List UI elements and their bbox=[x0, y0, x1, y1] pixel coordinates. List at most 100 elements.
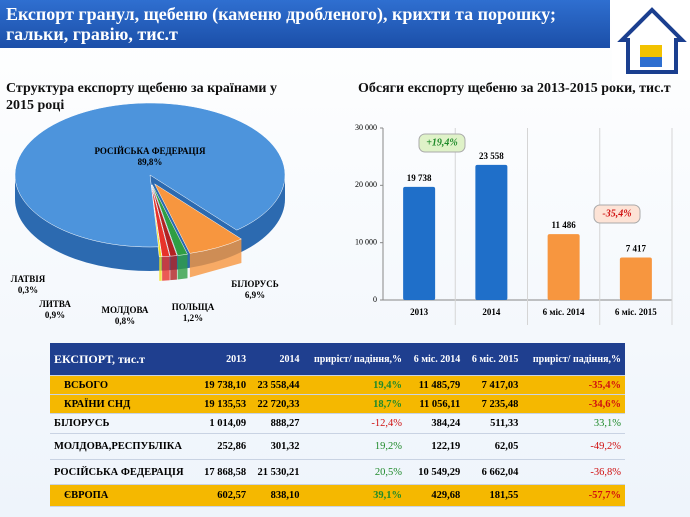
pie-label: ЛИТВА bbox=[39, 299, 71, 309]
table-row: ВСЬОГО 19 738,10 23 558,44 19,4% 11 485,79 7 … bbox=[50, 375, 625, 395]
cell: 18,7% bbox=[303, 394, 407, 414]
table-row: РОСІЙСЬКА ФЕДЕРАЦІЯ 17 868,58 21 530,21 20,… bbox=[50, 459, 625, 485]
cell: -34,6% bbox=[522, 394, 625, 414]
pie-value-label: 0,9% bbox=[45, 310, 65, 320]
pie-value-label: 1,2% bbox=[183, 313, 203, 323]
cell: 888,27 bbox=[250, 413, 304, 434]
cell: 19 135,53 bbox=[196, 394, 251, 414]
y-tick-label: 0 bbox=[373, 295, 377, 304]
pie-slice-side bbox=[177, 254, 188, 280]
bar-title: Обсяги експорту щебеню за 2013-2015 роки… bbox=[358, 81, 671, 96]
cell: 23 558,44 bbox=[250, 375, 304, 395]
pie-slice bbox=[153, 183, 242, 254]
annotation-box bbox=[593, 204, 641, 224]
cell: 838,10 bbox=[250, 484, 304, 507]
cell: МОЛДОВА,РЕСПУБЛІКА bbox=[50, 433, 197, 460]
x-tick-label: 6 міс. 2014 bbox=[543, 307, 585, 317]
y-tick-label: 20 000 bbox=[355, 180, 377, 189]
cell: БІЛОРУСЬ bbox=[50, 413, 197, 434]
annotation: -35,4% bbox=[602, 208, 631, 219]
cell: 11 056,11 bbox=[406, 394, 465, 414]
cell: 10 549,29 bbox=[406, 459, 465, 485]
pie-slice-side bbox=[162, 256, 170, 281]
pie-slice bbox=[14, 102, 286, 248]
cell: ВСЬОГО bbox=[50, 375, 197, 395]
pie-label: ПОЛЬЩА bbox=[172, 302, 215, 312]
pie-value-label: 6,9% bbox=[245, 290, 265, 300]
cell: 602,57 bbox=[196, 484, 251, 507]
pie-label: РОСІЙСЬКА ФЕДЕРАЦІЯ bbox=[94, 146, 206, 156]
cell: -49,2% bbox=[522, 433, 625, 460]
cell: 33,1% bbox=[522, 413, 625, 434]
header-cell: 2013 bbox=[196, 343, 251, 376]
pie-slice-side bbox=[189, 239, 242, 278]
cell: 7 235,48 bbox=[464, 394, 523, 414]
pie-value-label: 0,8% bbox=[115, 316, 135, 326]
header-cell: приріст/ падіння,% bbox=[303, 343, 407, 376]
cell: 384,24 bbox=[406, 413, 465, 434]
value-label: 23 558 bbox=[479, 151, 504, 161]
annotation: +19,4% bbox=[426, 137, 458, 148]
pie-title: Структура експорту щебеню за країнами у … bbox=[6, 81, 277, 113]
cell: 17 868,58 bbox=[196, 459, 251, 485]
cell: 7 417,03 bbox=[464, 375, 523, 395]
bar bbox=[619, 257, 652, 300]
header-cell: ЕКСПОРТ, тис.т bbox=[50, 343, 197, 376]
cell: 181,55 bbox=[464, 484, 523, 507]
cell: 6 662,04 bbox=[464, 459, 523, 485]
table-row: БІЛОРУСЬ 1 014,09 888,27 -12,4% 384,24 511,33… bbox=[50, 413, 625, 434]
logo bbox=[612, 0, 690, 80]
bar bbox=[547, 234, 580, 300]
annotation-box bbox=[418, 133, 466, 153]
cell: 252,86 bbox=[196, 433, 251, 460]
pie-slice-side bbox=[159, 256, 162, 281]
table-row: КРАЇНИ СНД 19 135,53 22 720,33 18,7% 11 056,… bbox=[50, 394, 625, 414]
export-table: ЕКСПОРТ, тис.т 2013 2014 приріст/ падіння,%… bbox=[50, 343, 625, 507]
cell: РОСІЙСЬКА ФЕДЕРАЦІЯ bbox=[50, 459, 197, 485]
pie-label: МОЛДОВА bbox=[102, 305, 149, 315]
cell: -35,4% bbox=[522, 375, 625, 395]
cell: 19,4% bbox=[303, 375, 407, 395]
cell: 429,68 bbox=[406, 484, 465, 507]
bar bbox=[475, 164, 508, 300]
cell: КРАЇНИ СНД bbox=[50, 394, 197, 414]
header-cell: 2014 bbox=[250, 343, 304, 376]
cell: 1 014,09 bbox=[196, 413, 251, 434]
y-tick-label: 10 000 bbox=[355, 237, 377, 246]
x-tick-label: 6 міс. 2015 bbox=[615, 307, 657, 317]
pie-value-label: 89,8% bbox=[138, 157, 163, 167]
value-label: 11 486 bbox=[551, 220, 576, 230]
slide-title: Експорт гранул, щебеню (каменю дробленог… bbox=[6, 4, 557, 44]
cell: 301,32 bbox=[250, 433, 304, 460]
cell: ЄВРОПА bbox=[50, 484, 197, 507]
table-row: ЄВРОПА 602,57 838,10 39,1% 429,68 181,55 -57,7… bbox=[50, 484, 625, 507]
cell: -12,4% bbox=[303, 413, 407, 434]
bar bbox=[403, 186, 436, 300]
cell: 20,5% bbox=[303, 459, 407, 485]
x-tick-label: 2013 bbox=[410, 307, 429, 317]
pie-slice bbox=[152, 184, 188, 256]
value-label: 7 417 bbox=[626, 244, 647, 254]
x-tick-label: 2014 bbox=[482, 307, 501, 317]
y-tick-label: 30 000 bbox=[355, 123, 377, 132]
cell: 19 738,10 bbox=[196, 375, 251, 395]
header-cell: 6 міс. 2014 bbox=[406, 343, 465, 376]
pie-value-label: 0,3% bbox=[18, 285, 38, 295]
cell: 62,05 bbox=[464, 433, 523, 460]
table-row: МОЛДОВА,РЕСПУБЛІКА 252,86 301,32 19,2% 122,1… bbox=[50, 433, 625, 460]
cell: 22 720,33 bbox=[250, 394, 304, 414]
value-label: 19 738 bbox=[407, 173, 432, 183]
pie-label: ЛАТВІЯ bbox=[11, 274, 46, 284]
cell: 19,2% bbox=[303, 433, 407, 460]
cell: -36,8% bbox=[522, 459, 625, 485]
cell: 39,1% bbox=[303, 484, 407, 507]
cell: 511,33 bbox=[464, 413, 523, 434]
cell: 11 485,79 bbox=[406, 375, 465, 395]
header-cell: 6 міс. 2015 bbox=[464, 343, 523, 376]
pie-slice bbox=[151, 184, 178, 257]
header-cell: приріст/ падіння,% bbox=[522, 343, 625, 376]
cell: 122,19 bbox=[406, 433, 465, 460]
title-bar: Експорт гранул, щебеню (каменю дробленог… bbox=[0, 0, 610, 48]
